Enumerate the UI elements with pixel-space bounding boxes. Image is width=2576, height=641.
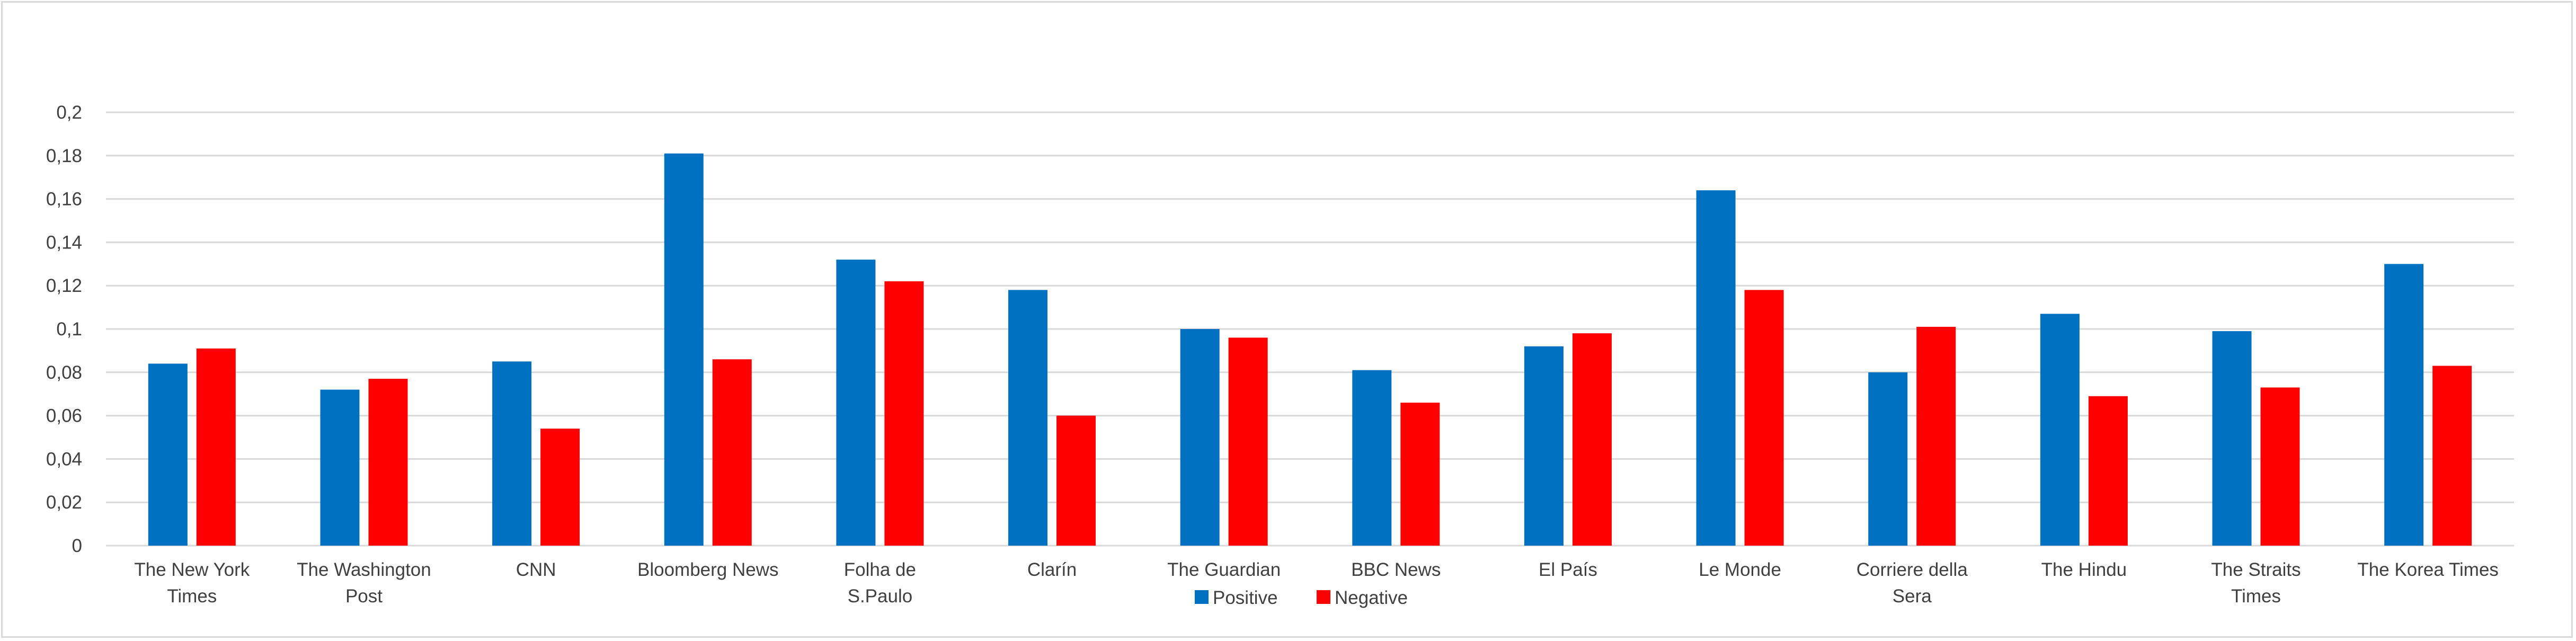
y-tick-label: 0,06	[46, 406, 82, 426]
x-category-label: The Washington Post	[297, 559, 431, 607]
bar-positive	[1352, 370, 1392, 546]
bar-positive	[2040, 314, 2080, 546]
x-category-label: The Hindu	[2041, 559, 2127, 580]
x-category-label: The Straits Times	[2211, 559, 2300, 607]
legend-swatch-negative	[1317, 590, 1330, 604]
bar-negative	[2432, 366, 2472, 546]
x-category-label: The New York Times	[134, 559, 250, 607]
bar-negative	[1744, 290, 1784, 546]
x-category-label: Clarín	[1027, 559, 1077, 580]
y-tick-label: 0,08	[46, 362, 82, 383]
bar-positive	[2212, 331, 2252, 546]
bar-positive	[1524, 346, 1564, 546]
bar-positive	[1008, 290, 1048, 546]
y-axis-tick-labels: 0 0,02 0,04 0,06 0,08 0,1 0,12 0,14 0,16 0,18 0,2	[46, 102, 82, 556]
y-tick-label: 0,12	[46, 275, 82, 296]
x-category-label: The Korea Times	[2357, 559, 2499, 580]
bar-negative	[1056, 415, 1096, 546]
legend-label-positive: Positive	[1213, 587, 1278, 608]
x-category-label: Folha de S.Paulo	[844, 559, 916, 607]
bar-positive	[2384, 264, 2424, 546]
y-tick-label: 0,2	[56, 102, 82, 123]
bar-chart: 00,020,040,060,080,10,120,140,160,180,2 …	[46, 102, 2514, 608]
legend: Positive Negative	[1195, 587, 1408, 608]
bar-positive	[148, 363, 188, 546]
x-axis-category-labels: The New York Times The Washington Post CNN Bl…	[134, 559, 2499, 607]
bar-positive	[320, 389, 360, 546]
y-tick-label: 0,1	[56, 319, 82, 340]
x-category-label: BBC News	[1351, 559, 1441, 580]
y-tick-label: 0	[72, 536, 82, 556]
legend-label-negative: Negative	[1335, 587, 1408, 608]
bar-negative	[2260, 387, 2300, 546]
bar-negative	[196, 348, 236, 546]
y-tick-label: 0,18	[46, 146, 82, 166]
bar-positive	[1868, 372, 1908, 546]
gridlines	[106, 111, 2514, 547]
bar-positive	[836, 260, 876, 546]
x-category-label: Corriere della Sera	[1857, 559, 1968, 607]
bar-negative	[540, 429, 580, 546]
bar-negative	[368, 379, 408, 546]
bar-negative	[884, 281, 924, 546]
x-category-label: Le Monde	[1699, 559, 1781, 580]
y-tick-label: 0,16	[46, 189, 82, 210]
bar-negative	[2088, 396, 2128, 546]
y-tick-label: 0,02	[46, 492, 82, 513]
x-category-label: El País	[1539, 559, 1597, 580]
x-category-label: Bloomberg News	[637, 559, 779, 580]
bars	[148, 153, 2472, 546]
x-category-label: CNN	[516, 559, 556, 580]
bar-positive	[492, 361, 532, 546]
bar-positive	[664, 153, 704, 546]
bar-negative	[1400, 403, 1440, 546]
bar-negative	[1572, 333, 1612, 546]
bar-positive	[1180, 329, 1220, 546]
bar-negative	[1916, 326, 1956, 546]
x-category-label: The Guardian	[1167, 559, 1281, 580]
y-tick-label: 0,14	[46, 232, 82, 253]
bar-positive	[1696, 190, 1736, 546]
y-tick-label: 0,04	[46, 449, 82, 469]
bar-negative	[712, 359, 752, 546]
bar-negative	[1228, 337, 1268, 546]
legend-swatch-positive	[1195, 590, 1209, 604]
